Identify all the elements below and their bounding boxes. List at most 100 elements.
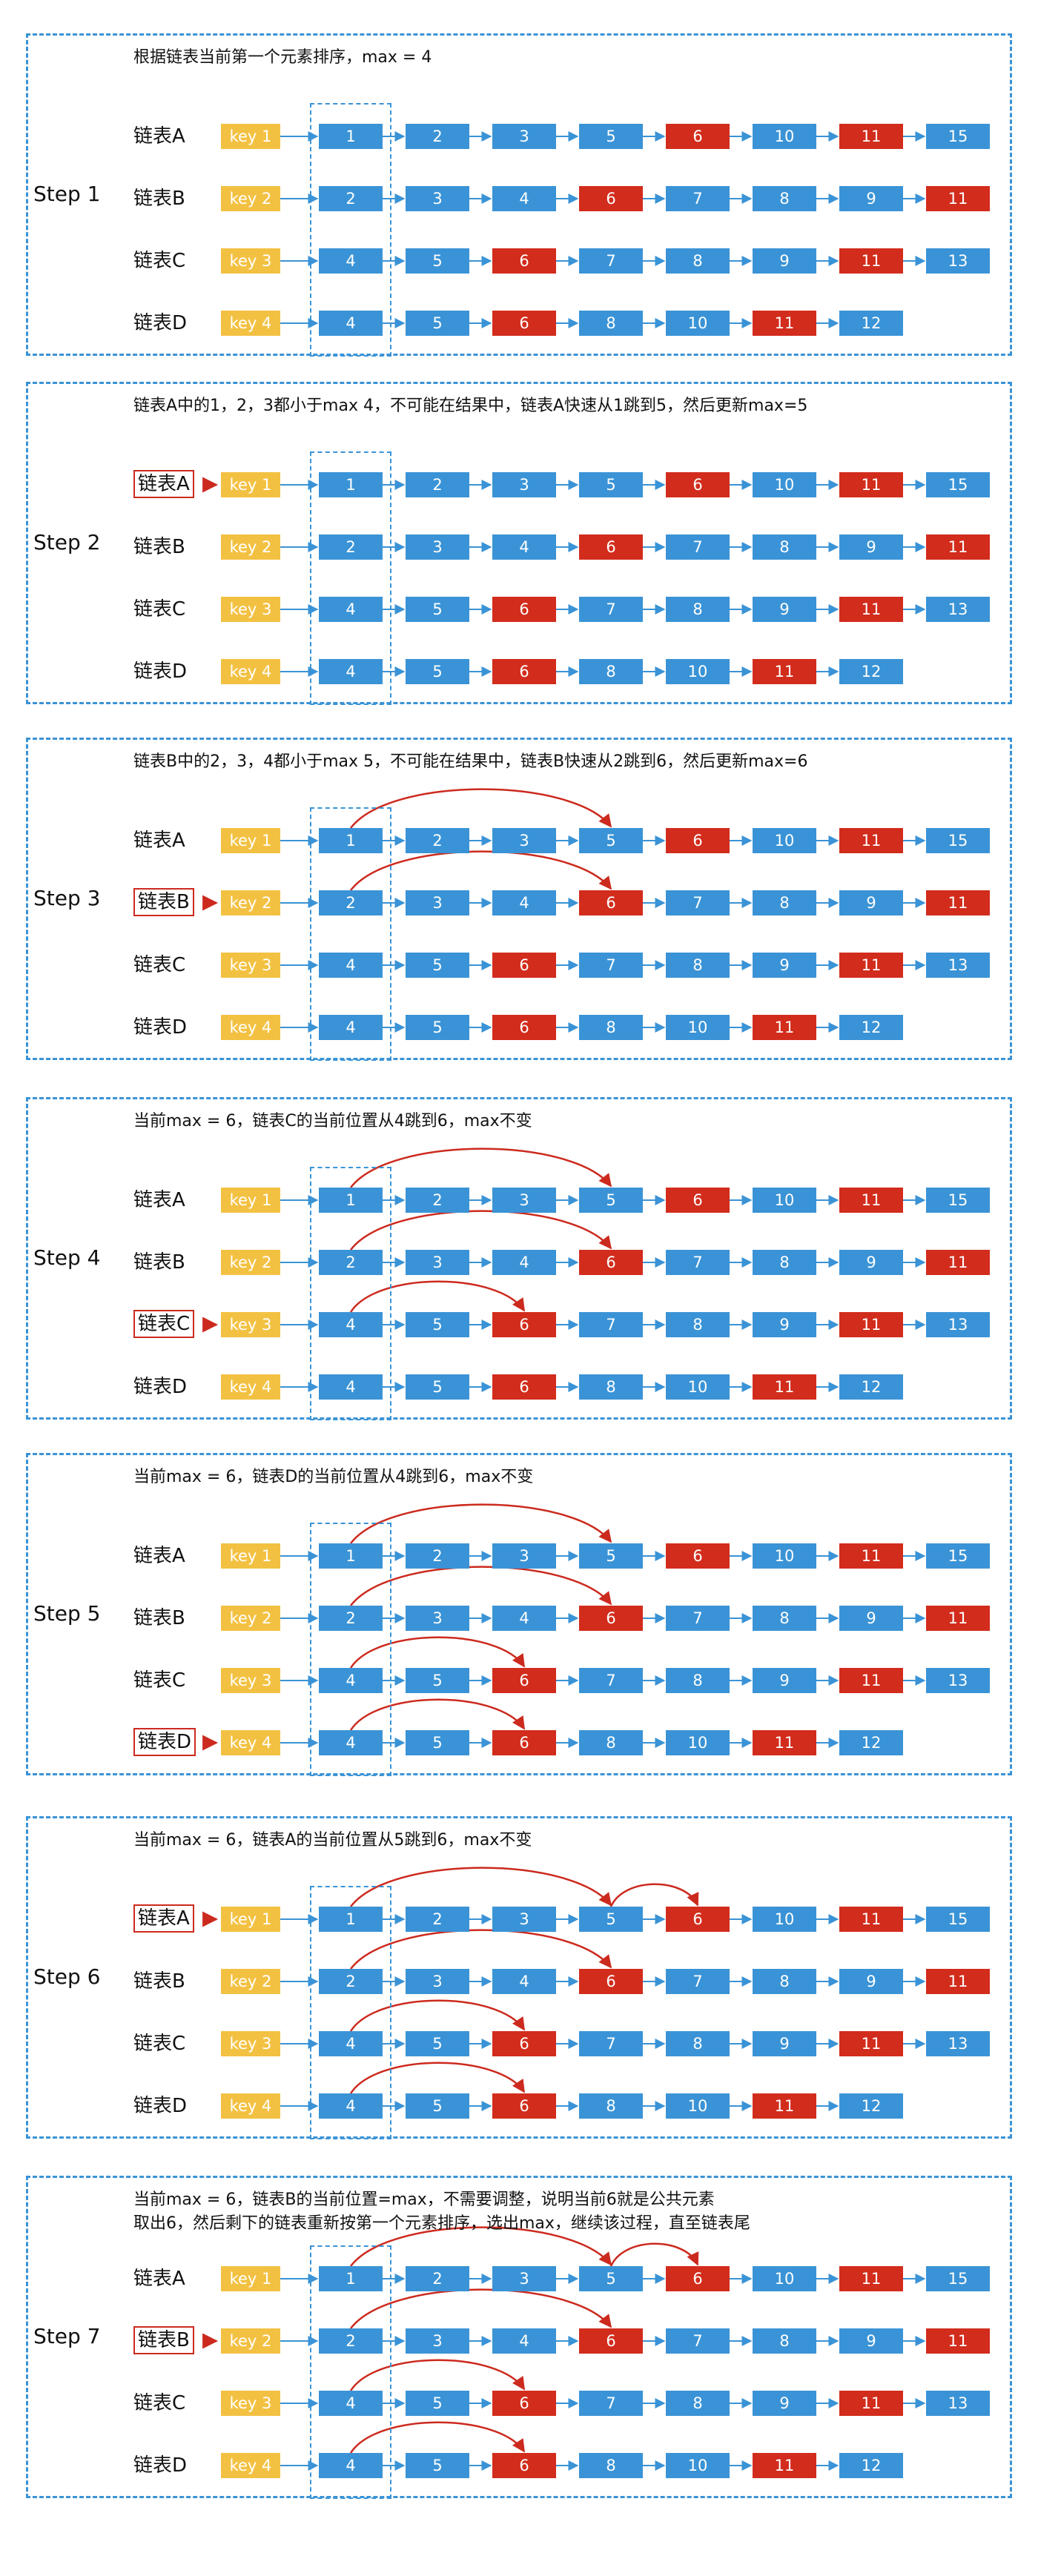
key-node: key 4: [221, 659, 280, 684]
list-node: 3: [406, 1250, 469, 1275]
list-node: 1: [319, 2266, 383, 2291]
key-node: key 3: [221, 2031, 280, 2056]
list-node: 3: [406, 2328, 469, 2354]
list-node: 7: [579, 2391, 643, 2416]
list-node: 6: [579, 534, 643, 560]
list-node: 12: [839, 1374, 903, 1400]
step-label: Step 4: [33, 1245, 101, 1270]
list-label: 链表A: [133, 125, 185, 148]
list-node: 11: [839, 2031, 903, 2056]
list-node: 11: [926, 1250, 990, 1275]
list-node: 11: [839, 828, 903, 853]
list-node: 2: [319, 534, 383, 560]
list-node: 9: [839, 890, 903, 915]
list-node: 3: [492, 124, 556, 149]
list-node: 8: [753, 1250, 816, 1275]
list-node: 13: [926, 2031, 990, 2056]
key-node: key 1: [221, 472, 280, 497]
list-node: 8: [579, 311, 643, 336]
current-position-box: [310, 2245, 391, 2499]
list-label: 链表A: [133, 2268, 185, 2290]
jump-arc: [350, 1566, 612, 1606]
list-node: 10: [666, 311, 730, 336]
list-node: 3: [492, 828, 556, 853]
list-node: 10: [753, 1188, 816, 1213]
list-node: 8: [753, 534, 816, 560]
jump-arc: [350, 1503, 612, 1544]
jump-arc: [349, 1636, 526, 1669]
list-node: 11: [839, 953, 903, 978]
list-node: 5: [579, 124, 643, 149]
list-node: 9: [839, 534, 903, 560]
list-node: 8: [753, 1606, 816, 1631]
list-label: 链表B: [133, 536, 185, 558]
jump-arc: [349, 2062, 526, 2094]
list-label: 链表C: [133, 2392, 186, 2414]
list-node: 8: [579, 659, 643, 684]
list-node: 9: [839, 1250, 903, 1275]
list-node: 10: [666, 659, 730, 684]
step-note: 当前max = 6，链表D的当前位置从4跳到6，max不变: [133, 1468, 534, 1486]
list-node: 3: [406, 1969, 469, 1994]
list-node: 7: [579, 2031, 643, 2056]
list-node: 4: [319, 2031, 383, 2056]
list-node: 11: [753, 311, 816, 336]
list-node: 4: [492, 186, 556, 211]
jump-arc: [349, 1280, 526, 1313]
jump-arc: [349, 1698, 526, 1731]
list-node: 8: [666, 2391, 730, 2416]
step-label: Step 1: [33, 181, 101, 206]
jump-arc: [349, 2359, 526, 2391]
step-note: 根据链表当前第一个元素排序，max = 4: [133, 48, 432, 67]
list-node: 6: [492, 2031, 556, 2056]
list-node: 2: [406, 828, 469, 853]
list-label: 链表C: [133, 2033, 186, 2055]
list-node: 5: [406, 1374, 469, 1400]
list-node: 10: [666, 1015, 730, 1040]
list-node: 1: [319, 124, 383, 149]
key-node: key 1: [221, 1188, 280, 1213]
list-node: 5: [406, 1312, 469, 1337]
list-node: 8: [753, 1969, 816, 1994]
list-node: 6: [492, 248, 556, 274]
list-node: 10: [753, 1543, 816, 1569]
list-node: 6: [666, 828, 730, 853]
list-node: 3: [492, 2266, 556, 2291]
key-node: key 1: [221, 2266, 280, 2291]
list-node: 6: [492, 659, 556, 684]
list-node: 4: [319, 2391, 383, 2416]
list-node: 5: [406, 597, 469, 622]
step-panel: [26, 1097, 1012, 1420]
list-node: 11: [839, 472, 903, 497]
list-node: 5: [406, 1668, 469, 1693]
list-node: 5: [406, 2453, 469, 2478]
step-note: 取出6，然后剩下的链表重新按第一个元素排序，选出max，继续该过程，直至链表尾: [133, 2214, 750, 2233]
step-panel: [26, 382, 1012, 704]
list-node: 3: [492, 1188, 556, 1213]
list-node: 2: [406, 472, 469, 497]
list-node: 12: [839, 2453, 903, 2478]
list-label: 链表C: [133, 598, 186, 620]
list-label: 链表B: [133, 188, 185, 210]
key-node: key 2: [221, 186, 280, 211]
list-node: 1: [319, 472, 383, 497]
key-node: key 1: [221, 1907, 280, 1932]
current-position-box: [310, 103, 391, 357]
key-node: key 4: [221, 1015, 280, 1040]
key-node: key 4: [221, 2453, 280, 2478]
key-node: key 3: [221, 1312, 280, 1337]
list-node: 3: [406, 534, 469, 560]
list-node: 8: [579, 2093, 643, 2119]
list-node: 9: [839, 186, 903, 211]
list-node: 4: [492, 534, 556, 560]
step-note: 链表A中的1，2，3都小于max 4，不可能在结果中，链表A快速从1跳到5，然后…: [133, 397, 808, 415]
list-node: 11: [926, 1606, 990, 1631]
list-node: 11: [839, 1312, 903, 1337]
list-node: 6: [492, 2453, 556, 2478]
list-node: 5: [579, 828, 643, 853]
list-node: 9: [839, 1606, 903, 1631]
jump-arc: [350, 788, 612, 829]
step-panel: [26, 738, 1012, 1060]
list-node: 8: [753, 2328, 816, 2354]
list-label: 链表D: [133, 2095, 188, 2117]
